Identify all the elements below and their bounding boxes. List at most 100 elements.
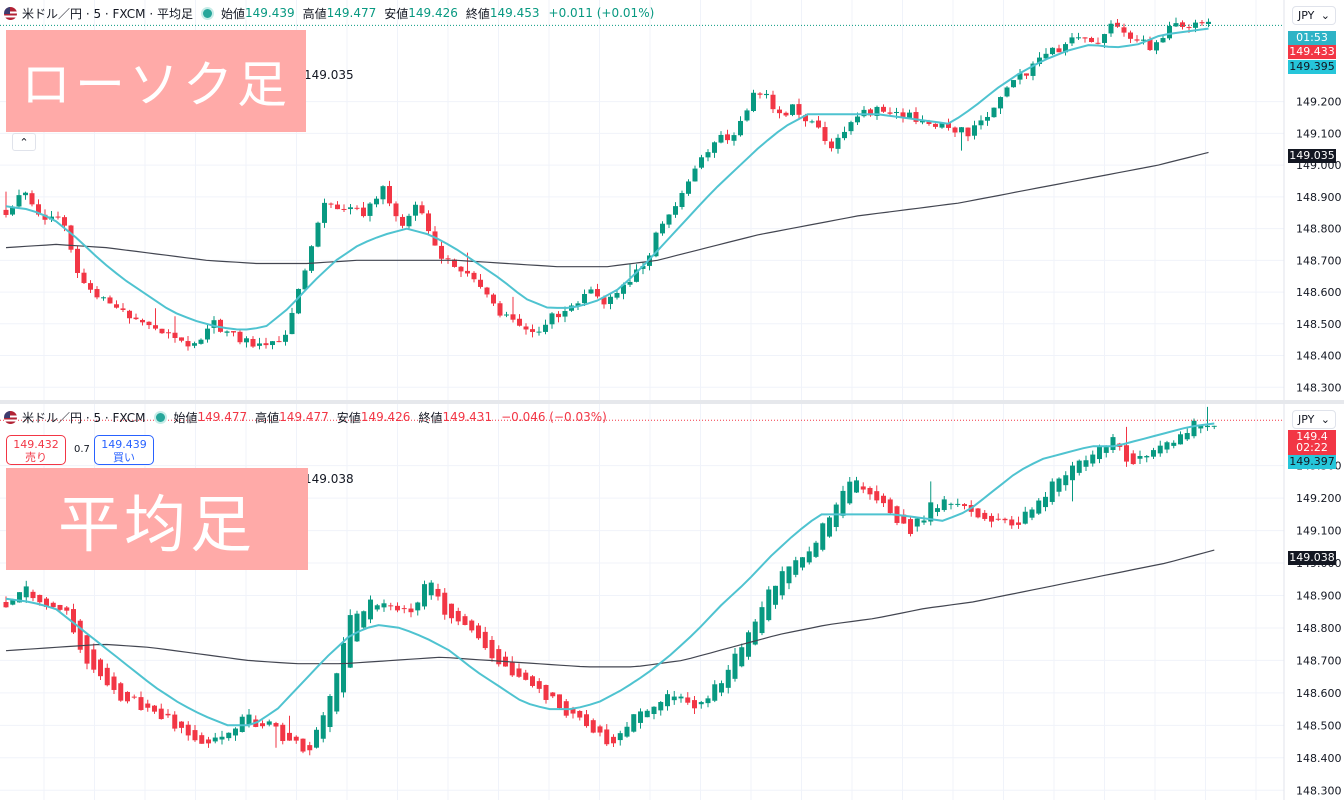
symbol-legend: 米ドル／円 · 5 · FXCM 始値 149.477 高値 149.477 安値 1… xyxy=(4,408,607,426)
candle-body xyxy=(159,328,165,334)
candle-body xyxy=(153,325,158,329)
close-label: 終値 xyxy=(465,6,490,21)
candle-body xyxy=(941,499,947,511)
candle-body xyxy=(536,331,542,333)
candle-body xyxy=(354,207,360,209)
candle-body xyxy=(374,198,379,205)
candle-body xyxy=(219,736,225,740)
candle-body xyxy=(415,602,421,611)
candle-body xyxy=(145,703,151,708)
candle-body xyxy=(158,708,164,720)
candle-body xyxy=(577,710,583,718)
candle-body xyxy=(1103,447,1109,453)
candle-body xyxy=(671,696,677,701)
candle-body xyxy=(673,206,678,215)
candle-body xyxy=(3,209,9,215)
candle-body xyxy=(557,694,562,709)
candle-body xyxy=(946,123,951,128)
candle-body xyxy=(1151,450,1156,457)
heikin-ashi-chart-panel[interactable]: 149.300149.200149.100149.000148.900148.8… xyxy=(0,404,1344,800)
candle-body xyxy=(496,649,502,665)
collapse-legend-button[interactable]: ⌃ xyxy=(12,133,36,151)
high-value: 149.477 xyxy=(326,6,377,20)
candle-body xyxy=(900,112,906,118)
candle-body xyxy=(335,204,340,210)
candle-body xyxy=(212,737,218,742)
candle-body xyxy=(1141,39,1146,41)
candle-body xyxy=(302,270,308,290)
candle-body xyxy=(1193,22,1198,28)
candlestick-chart-panel[interactable]: 149.200 149.100 149.000 148.900 148.800 148.7… xyxy=(0,0,1344,400)
price-axis-label: 148.900 xyxy=(1296,191,1342,204)
open-value: 149.439 xyxy=(244,6,295,20)
candle-body xyxy=(30,591,36,599)
candle-body xyxy=(257,343,262,346)
currency-selector[interactable]: JPY ⌄ xyxy=(1292,410,1336,429)
candle-body xyxy=(1030,63,1036,76)
candle-body xyxy=(634,269,639,282)
candle-body xyxy=(497,303,503,316)
candle-body xyxy=(995,518,1001,520)
candle-body xyxy=(608,296,613,304)
long-moving-average-line xyxy=(5,549,1215,668)
candle-body xyxy=(764,93,769,96)
candle-body xyxy=(692,168,698,182)
symbol-title[interactable]: 米ドル／円 · 5 · FXCM · 平均足 xyxy=(22,6,193,21)
high-label: 高値 xyxy=(255,410,280,425)
candle-body xyxy=(388,605,394,607)
currency-selector[interactable]: JPY ⌄ xyxy=(1292,6,1336,25)
heikin-ashi-chart[interactable]: 149.300149.200149.100149.000148.900148.8… xyxy=(0,404,1344,800)
chart-type-banner: 平均足 xyxy=(6,468,308,570)
candle-body xyxy=(757,93,763,95)
candle-body xyxy=(413,204,418,216)
candle-body xyxy=(617,733,623,741)
candle-body xyxy=(1173,23,1179,27)
candle-body xyxy=(246,714,252,725)
candle-body xyxy=(439,245,444,259)
candle-body xyxy=(10,600,16,605)
candle-body xyxy=(955,503,961,505)
candle-body xyxy=(601,297,607,305)
change-value: +0.011 (+0.01%) xyxy=(548,6,655,20)
candle-body xyxy=(287,732,292,741)
buy-price: 149.439 xyxy=(101,438,147,451)
candle-body xyxy=(959,127,964,133)
panel-divider[interactable] xyxy=(0,400,1344,404)
candle-body xyxy=(77,620,83,650)
candle-body xyxy=(104,667,110,686)
candle-body xyxy=(653,232,659,257)
candle-body xyxy=(543,324,548,332)
candle-body xyxy=(307,745,313,751)
candle-body xyxy=(786,566,792,584)
candle-body xyxy=(848,122,854,132)
change-value: −0.046 (−0.03%) xyxy=(501,410,607,424)
candle-body xyxy=(796,104,802,115)
candle-body xyxy=(1063,44,1068,53)
buy-button[interactable]: 149.439 買い xyxy=(94,435,154,465)
candle-body xyxy=(42,214,48,220)
candle-body xyxy=(1191,420,1197,437)
candle-body xyxy=(611,736,616,744)
candle-body xyxy=(962,504,967,507)
long-ma-price-tag: 149.035 xyxy=(1288,149,1336,163)
candle-body xyxy=(55,216,61,218)
open-label: 始値 xyxy=(220,6,245,21)
candle-body xyxy=(1178,434,1183,445)
sell-price: 149.432 xyxy=(13,438,59,451)
candle-body xyxy=(985,116,990,121)
market-status-icon xyxy=(202,8,212,18)
candle-body xyxy=(1115,22,1120,27)
candle-body xyxy=(570,708,576,714)
candle-body xyxy=(1124,445,1129,462)
candle-body xyxy=(1011,80,1016,88)
candle-body xyxy=(770,94,776,110)
candle-body xyxy=(835,137,841,149)
candlestick-chart[interactable]: 149.200149.100149.000148.900148.800148.7… xyxy=(0,0,1344,400)
candle-body xyxy=(725,669,731,688)
candle-body xyxy=(926,121,932,124)
candle-body xyxy=(185,341,191,347)
symbol-title[interactable]: 米ドル／円 · 5 · FXCM xyxy=(22,410,146,425)
candle-body xyxy=(400,216,405,226)
candle-body xyxy=(907,112,912,118)
sell-button[interactable]: 149.432 売り xyxy=(6,435,66,465)
